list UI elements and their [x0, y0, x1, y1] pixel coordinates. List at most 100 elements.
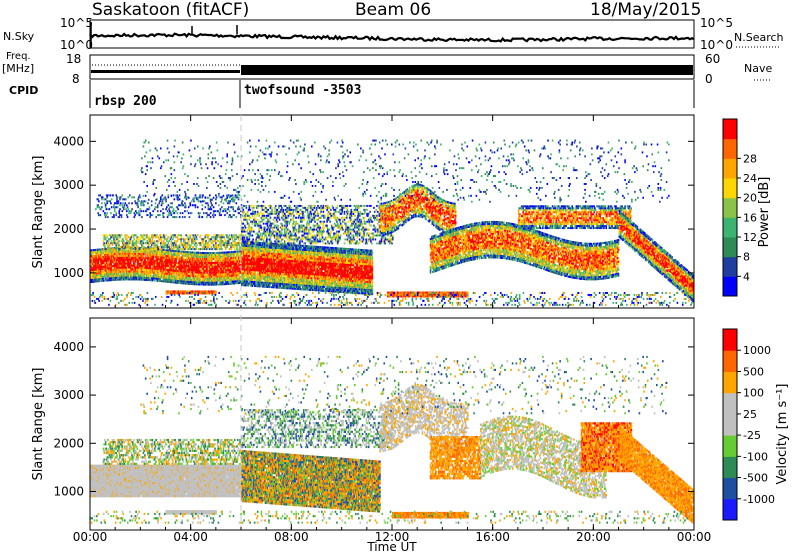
- range-cell: [183, 244, 185, 247]
- range-cell: [219, 196, 222, 199]
- range-cell: [198, 257, 201, 260]
- range-cell: [184, 280, 186, 283]
- range-cell: [135, 272, 137, 275]
- range-cell: [102, 240, 105, 243]
- range-cell: [142, 242, 145, 245]
- range-cell: [156, 242, 159, 245]
- range-cell: [97, 260, 100, 263]
- range-cell: [192, 269, 195, 272]
- range-cell: [132, 236, 135, 239]
- range-cell: [203, 248, 206, 251]
- range-cell: [231, 238, 234, 241]
- range-cell: [166, 248, 169, 251]
- range-cell: [138, 194, 141, 197]
- range-cell: [172, 208, 175, 211]
- range-cell: [125, 198, 127, 201]
- range-cell: [188, 276, 190, 279]
- range-cell: [127, 196, 130, 199]
- range-cell: [159, 280, 162, 283]
- range-cell: [235, 234, 238, 237]
- range-cell: [270, 272, 273, 275]
- range-cell: [122, 238, 124, 241]
- range-cell: [179, 212, 182, 215]
- range-cell: [95, 264, 97, 267]
- range-cell: [131, 208, 133, 211]
- range-cell: [159, 238, 161, 241]
- range-cell: [206, 214, 209, 217]
- range-cell: [167, 271, 170, 273]
- range-cell: [196, 281, 199, 284]
- range-cell: [176, 212, 179, 215]
- range-cell: [257, 245, 260, 248]
- range-cell: [162, 240, 165, 243]
- range-cell: [189, 204, 192, 207]
- range-cell: [165, 208, 167, 211]
- range-cell: [233, 196, 235, 199]
- range-cell: [273, 276, 276, 279]
- range-cell: [265, 242, 267, 245]
- range-cell: [261, 281, 263, 284]
- range-cell: [148, 267, 151, 270]
- range-cell: [115, 278, 118, 281]
- noise-right-tick-top: 10^5: [700, 16, 733, 30]
- range-cell: [113, 202, 116, 205]
- range-cell: [102, 279, 105, 282]
- range-cell: [119, 202, 122, 205]
- range-cell: [97, 248, 100, 251]
- range-cell: [152, 236, 155, 239]
- range-cell: [133, 262, 136, 265]
- range-cell: [138, 196, 140, 199]
- range-cell: [188, 274, 191, 277]
- range-cell: [146, 214, 148, 217]
- range-cell: [129, 238, 132, 241]
- range-cell: [152, 257, 155, 260]
- range-cell: [186, 246, 188, 249]
- range-cell: [227, 277, 230, 280]
- range-cell: [209, 271, 211, 274]
- range-cell: [261, 253, 263, 256]
- range-cell: [204, 265, 207, 268]
- range-cell: [235, 236, 238, 239]
- range-cell: [236, 196, 238, 199]
- range-cell: [110, 263, 112, 266]
- range-cell: [190, 200, 193, 203]
- range-cell: [120, 272, 122, 275]
- range-cell: [170, 236, 173, 239]
- range-cell: [193, 279, 196, 282]
- range-cell: [94, 272, 97, 275]
- range-cell: [181, 250, 183, 253]
- range-cell: [109, 249, 112, 252]
- range-cell: [217, 210, 219, 213]
- range-cell: [142, 202, 145, 205]
- range-cell: [113, 236, 115, 239]
- range-cell: [175, 242, 177, 245]
- range-cell: [204, 255, 207, 258]
- range-cell: [167, 196, 170, 199]
- range-cell: [242, 282, 245, 285]
- range-cell: [163, 238, 166, 241]
- range-cell: [178, 216, 181, 219]
- range-cell: [135, 202, 137, 205]
- range-cell: [166, 244, 169, 247]
- range-cell: [226, 212, 229, 215]
- range-cell: [103, 267, 106, 270]
- range-cell: [205, 263, 208, 266]
- range-cell: [251, 284, 254, 287]
- range-cell: [171, 206, 173, 209]
- range-cell: [129, 236, 131, 239]
- range-cell: [130, 210, 133, 213]
- range-cell: [186, 210, 188, 213]
- range-cell: [273, 284, 276, 287]
- range-cell: [197, 242, 200, 245]
- range-cell: [273, 272, 276, 275]
- range-cell: [174, 234, 176, 237]
- range-cell: [125, 266, 128, 269]
- range-cell: [231, 268, 234, 271]
- range-cell: [129, 212, 132, 215]
- range-cell: [104, 206, 107, 209]
- range-cell: [125, 244, 127, 247]
- range-cell: [168, 240, 170, 243]
- range-cell: [95, 266, 97, 269]
- range-cell: [166, 216, 169, 219]
